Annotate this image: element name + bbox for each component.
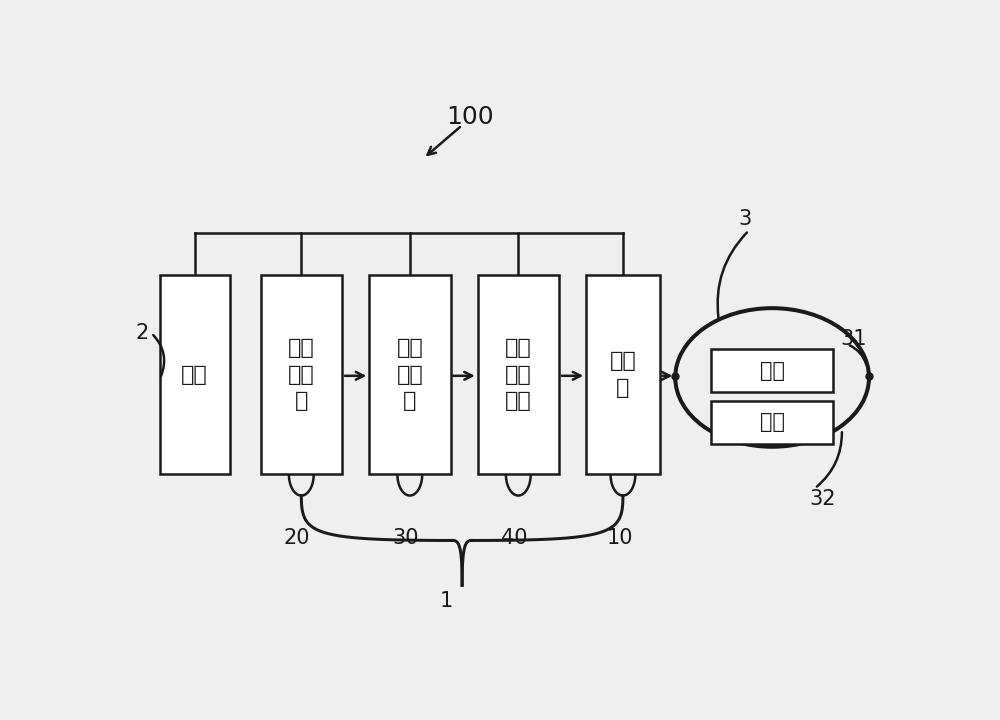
Text: 转子: 转子 <box>760 361 785 381</box>
Text: 100: 100 <box>446 105 494 129</box>
Text: 模组: 模组 <box>505 391 532 411</box>
Text: 定子: 定子 <box>760 413 785 433</box>
Text: 位置: 位置 <box>288 338 315 358</box>
Bar <box>369 275 450 474</box>
Text: 20: 20 <box>284 528 310 548</box>
Text: 2: 2 <box>135 323 149 343</box>
Text: 1: 1 <box>440 591 453 611</box>
Bar <box>160 275 230 474</box>
Text: 器: 器 <box>616 378 630 398</box>
Text: 控制: 控制 <box>396 365 423 384</box>
Text: 30: 30 <box>392 528 419 548</box>
Text: 逆变: 逆变 <box>610 351 636 372</box>
Text: 电源: 电源 <box>181 365 208 384</box>
Bar <box>586 275 660 474</box>
Text: 3: 3 <box>738 210 752 230</box>
Text: 40: 40 <box>501 528 527 548</box>
Text: 器: 器 <box>295 391 308 411</box>
Bar <box>478 275 559 474</box>
Bar <box>711 349 833 392</box>
Bar <box>711 401 833 444</box>
Bar <box>261 275 342 474</box>
Text: 10: 10 <box>606 528 633 548</box>
Text: 31: 31 <box>840 328 867 348</box>
Text: 驱动: 驱动 <box>505 365 532 384</box>
Text: 驱动: 驱动 <box>396 338 423 358</box>
Text: 32: 32 <box>809 490 836 510</box>
Text: 器: 器 <box>403 391 416 411</box>
Text: 侦测: 侦测 <box>288 365 315 384</box>
Text: 开关: 开关 <box>505 338 532 358</box>
